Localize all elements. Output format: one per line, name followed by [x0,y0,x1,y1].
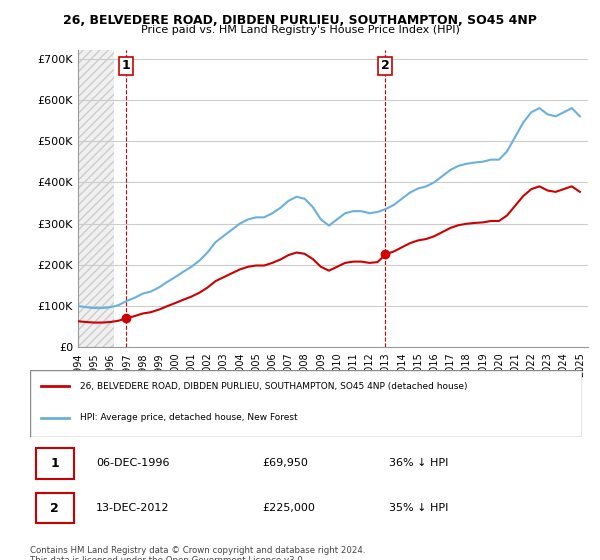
Text: 1: 1 [50,457,59,470]
Bar [35,493,74,523]
Bar [78,50,113,347]
Text: 26, BELVEDERE ROAD, DIBDEN PURLIEU, SOUTHAMPTON, SO45 4NP: 26, BELVEDERE ROAD, DIBDEN PURLIEU, SOUT… [63,14,537,27]
Text: 26, BELVEDERE ROAD, DIBDEN PURLIEU, SOUTHAMPTON, SO45 4NP (detached house): 26, BELVEDERE ROAD, DIBDEN PURLIEU, SOUT… [80,382,467,391]
Text: 36% ↓ HPI: 36% ↓ HPI [389,458,448,468]
Text: Contains HM Land Registry data © Crown copyright and database right 2024.
This d: Contains HM Land Registry data © Crown c… [30,546,365,560]
Text: 06-DEC-1996: 06-DEC-1996 [96,458,170,468]
Text: Price paid vs. HM Land Registry's House Price Index (HPI): Price paid vs. HM Land Registry's House … [140,25,460,35]
Text: HPI: Average price, detached house, New Forest: HPI: Average price, detached house, New … [80,413,298,422]
Text: £225,000: £225,000 [262,503,315,513]
FancyBboxPatch shape [30,370,582,437]
Bar [35,448,74,479]
Text: 13-DEC-2012: 13-DEC-2012 [96,503,170,513]
Text: 35% ↓ HPI: 35% ↓ HPI [389,503,448,513]
Text: 1: 1 [122,59,130,72]
Text: 2: 2 [380,59,389,72]
Text: 2: 2 [50,502,59,515]
Text: £69,950: £69,950 [262,458,308,468]
